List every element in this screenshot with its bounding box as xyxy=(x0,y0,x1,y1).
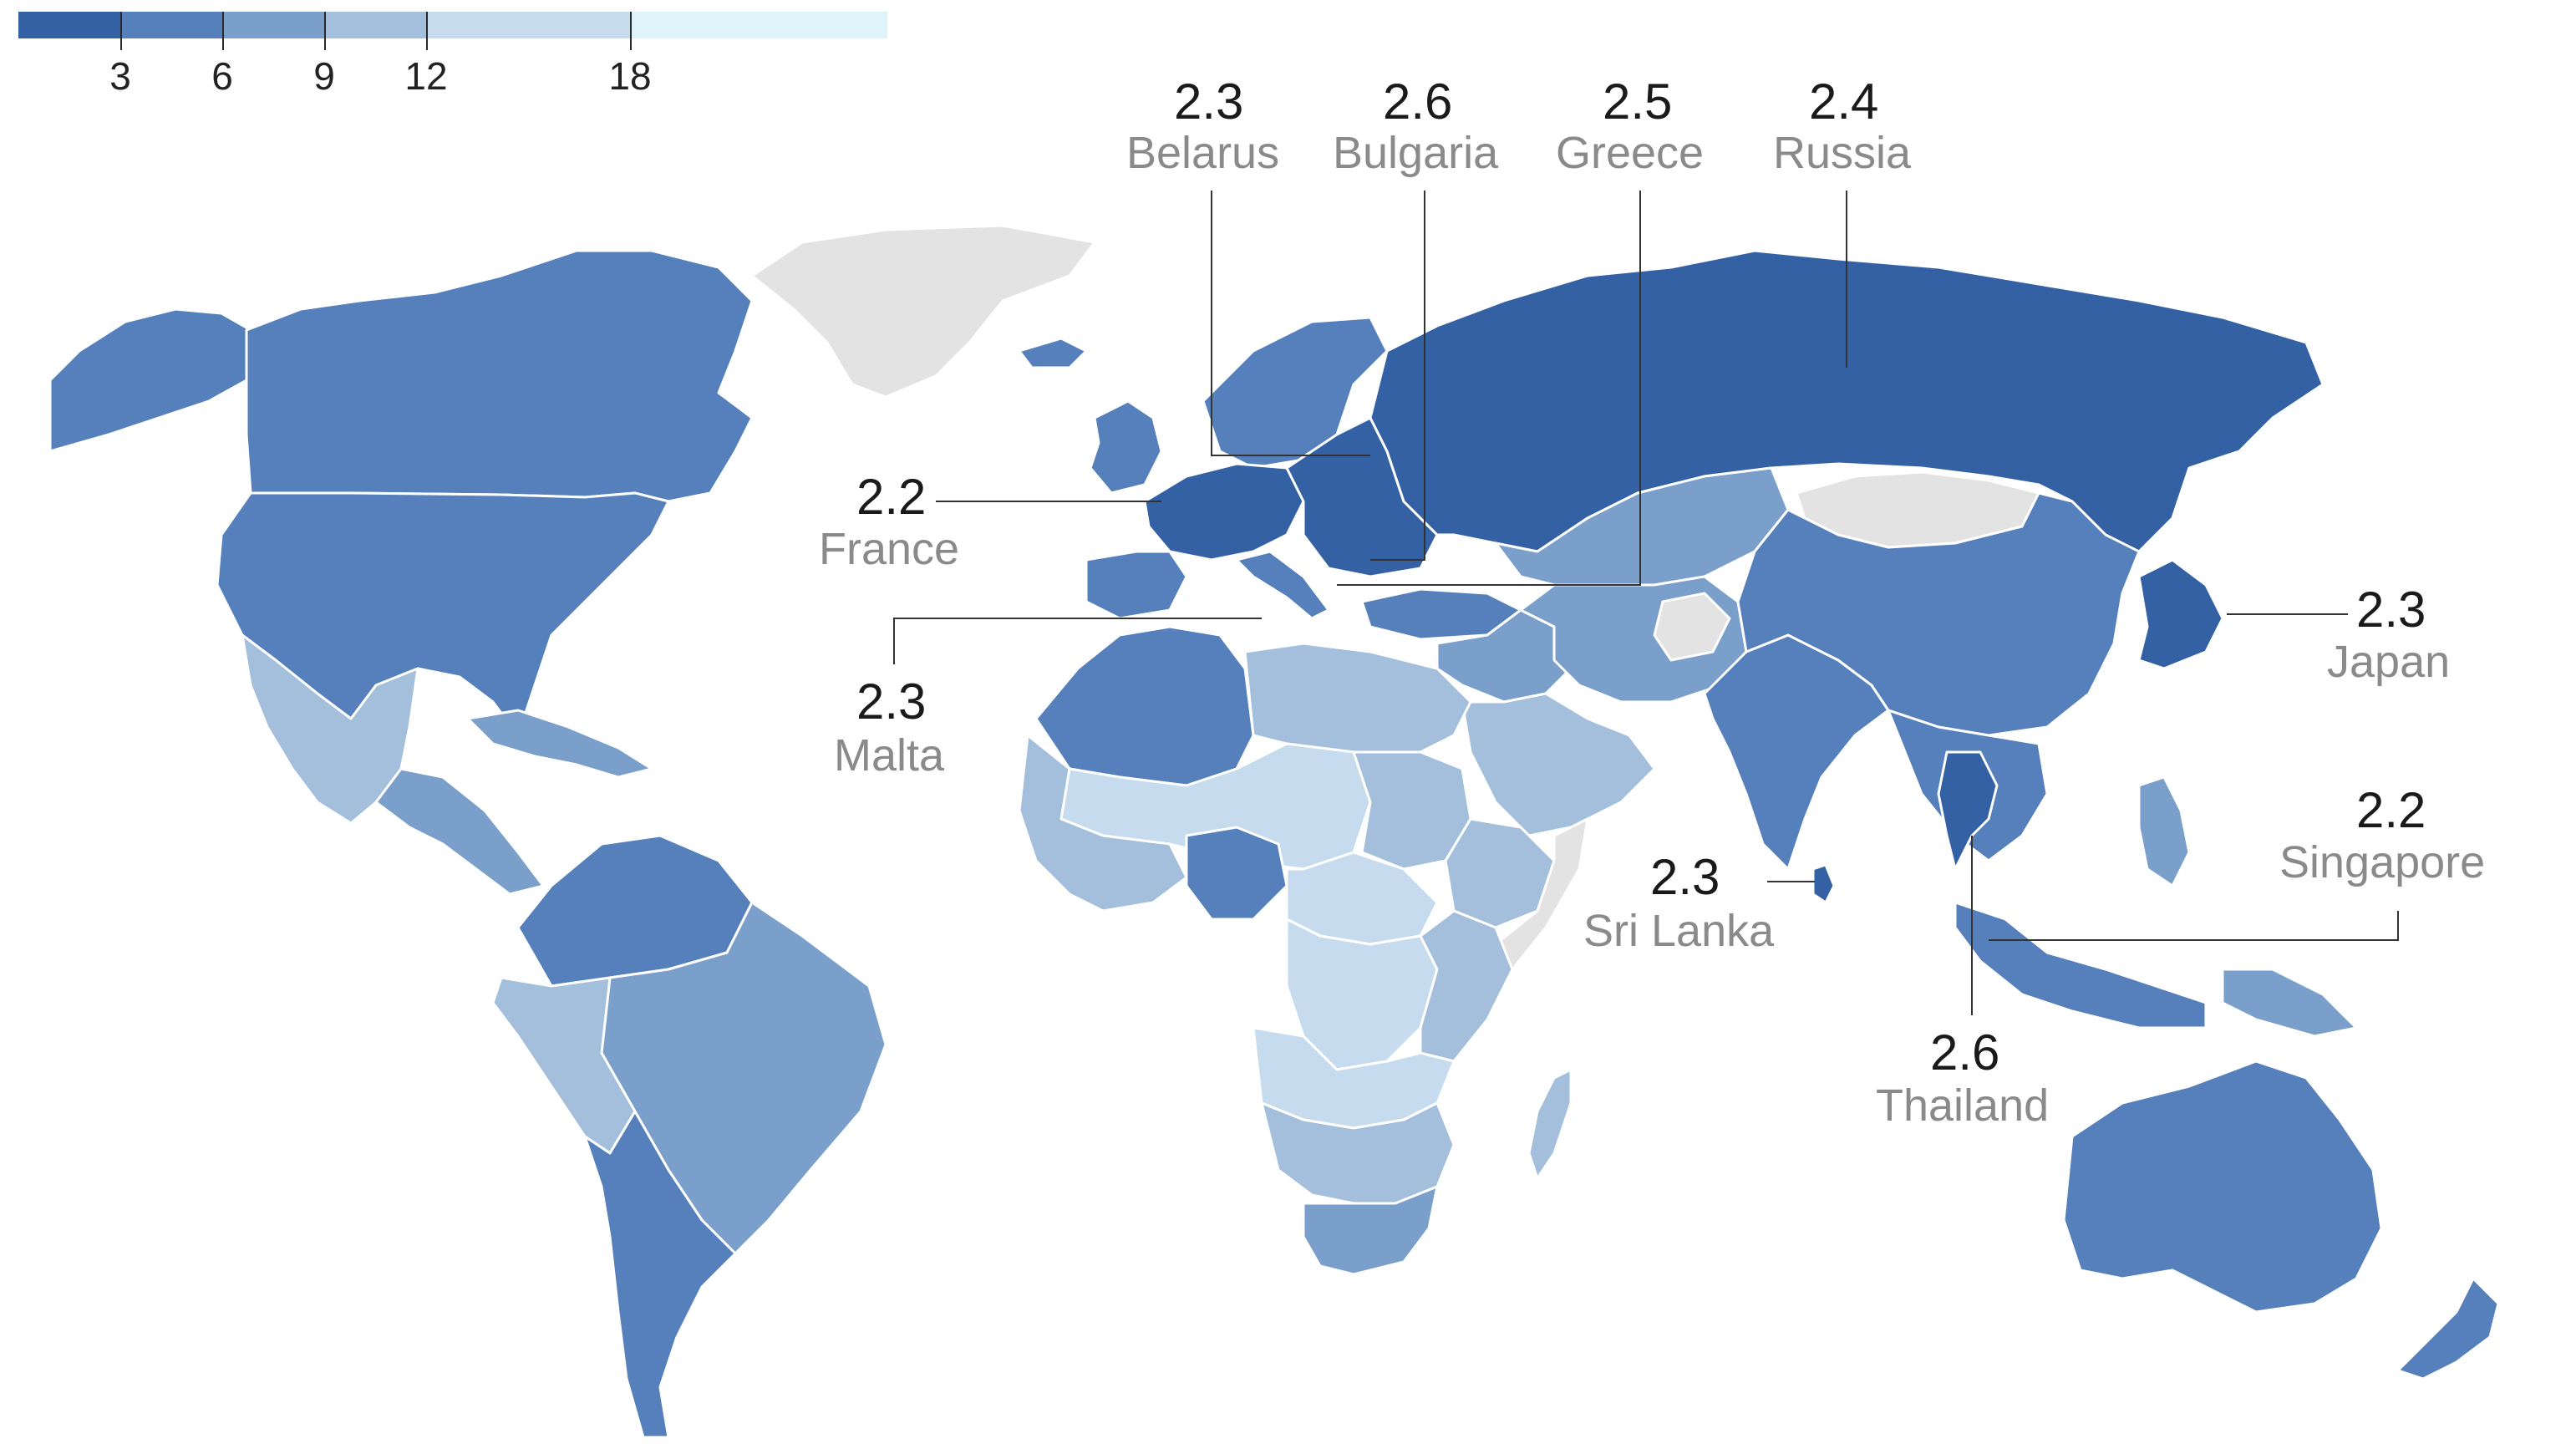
region-philippines xyxy=(2137,775,2191,887)
legend-label: 3 xyxy=(109,54,131,98)
region-iceland xyxy=(1018,337,1088,369)
region-middle-east xyxy=(1435,608,1573,704)
region-australia xyxy=(2062,1060,2383,1314)
annotation-value-belarus: 2.3 xyxy=(1174,74,1244,130)
region-north-africa xyxy=(1034,625,1255,787)
leader-line-greece xyxy=(1337,191,1641,586)
region-iberia xyxy=(1085,550,1188,620)
annotation-value-singapore: 2.2 xyxy=(2356,782,2426,838)
region-west-africa xyxy=(1018,734,1188,913)
annotation-name-bulgaria: Bulgaria xyxy=(1333,128,1499,178)
legend-tick xyxy=(324,12,326,50)
annotation-value-japan: 2.3 xyxy=(2356,582,2426,638)
annotation-value-greece: 2.5 xyxy=(1603,74,1673,130)
annotation-name-belarus: Belarus xyxy=(1126,128,1280,178)
annotation-name-singapore: Singapore xyxy=(2279,837,2486,887)
region-greenland xyxy=(750,224,1096,399)
region-eastern-europe xyxy=(1285,416,1439,578)
region-sri-lanka xyxy=(1811,863,1836,904)
region-nigeria xyxy=(1185,826,1288,921)
leader-line-bulgaria xyxy=(1370,191,1425,561)
legend-swatch-2 xyxy=(222,12,324,38)
annotation-value-russia: 2.4 xyxy=(1809,74,1879,130)
region-madagascar xyxy=(1527,1068,1573,1180)
region-southern-africa xyxy=(1260,1101,1456,1205)
region-new-guinea xyxy=(2221,968,2358,1038)
region-western-europe xyxy=(1143,462,1305,562)
annotation-name-japan: Japan xyxy=(2327,637,2451,687)
region-indonesia xyxy=(1954,901,2208,1030)
legend-swatch-3 xyxy=(324,12,426,38)
region-uk-ireland xyxy=(1089,399,1163,495)
region-canada xyxy=(245,249,754,503)
legend-tick xyxy=(120,12,122,50)
region-caribbean xyxy=(466,709,653,779)
legend-label: 12 xyxy=(404,54,448,98)
legend: 3 6 9 12 18 xyxy=(18,12,887,104)
region-italy xyxy=(1235,550,1330,620)
region-arabia xyxy=(1461,692,1656,837)
leader-line-belarus xyxy=(1211,191,1370,456)
annotation-value-malta: 2.3 xyxy=(856,674,927,730)
leader-line-singapore xyxy=(1989,911,2399,941)
legend-tick xyxy=(426,12,428,50)
region-afghanistan xyxy=(1653,592,1731,662)
region-korea-japan xyxy=(2137,558,2224,670)
region-china xyxy=(1736,491,2141,737)
annotation-name-thailand: Thailand xyxy=(1876,1080,2050,1131)
annotation-value-thailand: 2.6 xyxy=(1930,1024,2000,1080)
region-new-zealand xyxy=(2396,1277,2500,1380)
region-egypt-libya xyxy=(1243,642,1472,754)
annotation-name-malta: Malta xyxy=(834,730,945,780)
annotation-name-greece: Greece xyxy=(1556,128,1705,178)
region-south-africa xyxy=(1302,1185,1439,1276)
annotation-name-russia: Russia xyxy=(1773,128,1912,178)
annotation-name-france: France xyxy=(819,524,960,574)
region-scandinavia xyxy=(1202,316,1389,470)
leader-line-malta xyxy=(893,618,1262,664)
region-central-america xyxy=(374,767,545,896)
legend-tick xyxy=(630,12,632,50)
region-east-africa xyxy=(1419,909,1514,1063)
legend-tick xyxy=(222,12,224,50)
legend-swatch-5 xyxy=(630,12,887,38)
legend-swatch-4 xyxy=(426,12,630,38)
legend-label: 6 xyxy=(211,54,233,98)
legend-swatch-1 xyxy=(120,12,222,38)
region-southern-cone xyxy=(583,1110,737,1439)
legend-label: 9 xyxy=(313,54,335,98)
annotation-value-bulgaria: 2.6 xyxy=(1383,74,1453,130)
legend-label: 18 xyxy=(608,54,652,98)
region-alaska xyxy=(48,308,252,453)
annotation-value-france: 2.2 xyxy=(856,469,927,525)
annotation-value-sri-lanka: 2.3 xyxy=(1650,849,1720,905)
annotation-name-sri-lanka: Sri Lanka xyxy=(1583,906,1775,956)
legend-swatch-0 xyxy=(18,12,120,38)
